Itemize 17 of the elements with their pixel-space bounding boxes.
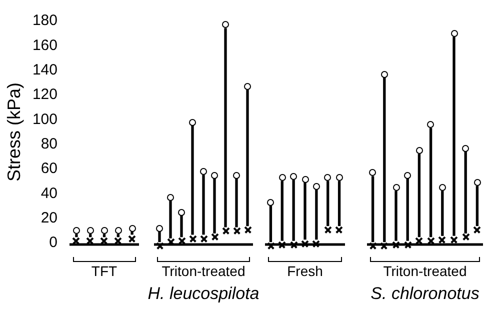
text: S. chloronotus [370, 284, 480, 304]
y-tick-label: 0 [49, 234, 58, 252]
y-tick-label: 180 [32, 12, 58, 30]
y-tick-label: 60 [40, 160, 58, 178]
y-tick-label: 80 [40, 135, 58, 152]
y-tick-label: 120 [32, 86, 58, 104]
x-axis-title: Triton-treated [383, 262, 467, 280]
x-axis-title: TFT [91, 262, 118, 280]
text: H. leucospilota [148, 284, 260, 304]
x-axis-title: Fresh [287, 262, 323, 280]
y-tick-label: 40 [40, 184, 58, 202]
y-tick-label: 160 [32, 36, 58, 54]
y-tick-label: 20 [40, 209, 58, 226]
y-tick-label: 100 [32, 110, 58, 128]
y-tick-label: 140 [32, 61, 58, 78]
y-axis-title: Stress (kPa) [4, 82, 24, 182]
x-axis-title: Triton-treated [162, 262, 246, 280]
